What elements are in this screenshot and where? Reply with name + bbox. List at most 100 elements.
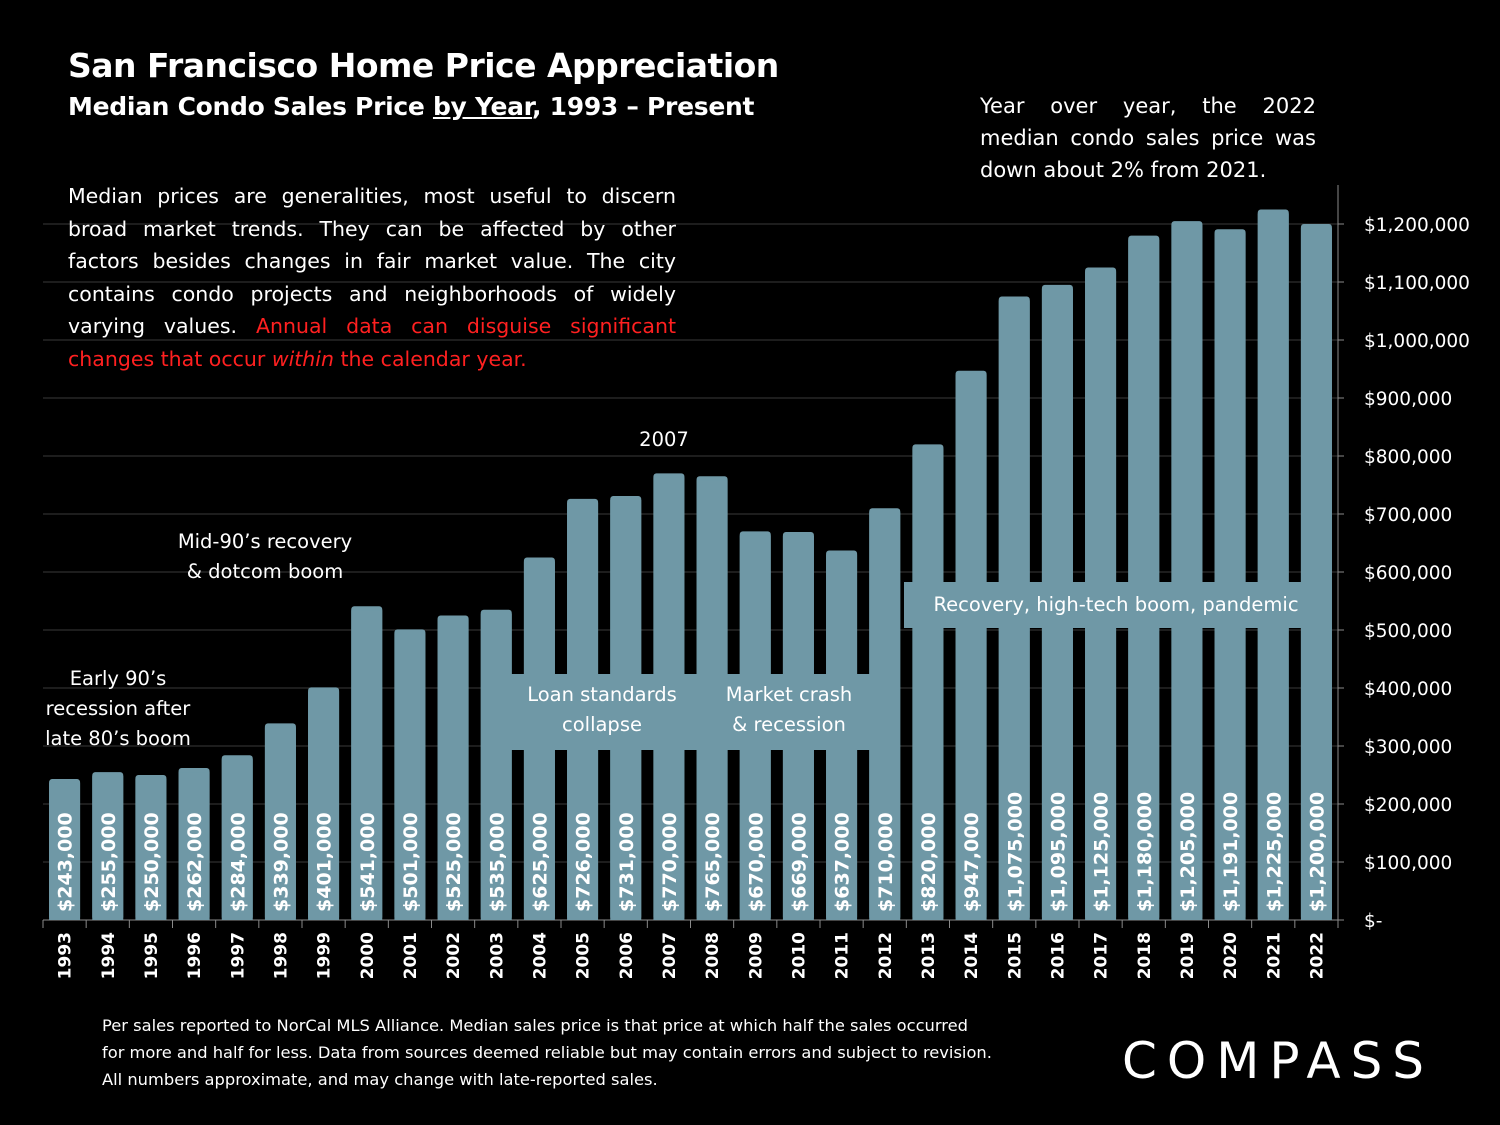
bar-body [437,619,469,920]
data-label: $541,000 [357,812,379,912]
x-tick-label: 2006 [617,932,637,979]
note-red-text: Annual data can disguise significant cha… [68,314,676,371]
note-red-after: the calendar year. [334,346,527,371]
y-tick-label: $400,000 [1364,679,1452,700]
compass-logo: COMPASS [1122,1032,1435,1090]
data-label: $1,180,000 [1134,792,1156,912]
data-label: $1,125,000 [1091,792,1113,912]
data-label: $284,000 [227,812,249,912]
x-tick-label: 1996 [185,932,205,979]
footnote: Per sales reported to NorCal MLS Allianc… [102,1016,992,1089]
bar-body [1128,239,1160,921]
data-label: $262,000 [184,812,206,912]
x-tick-label: 1999 [315,932,335,979]
data-label: $625,000 [529,812,551,912]
x-tick-label: 2010 [789,932,809,979]
annotation-market-crash: Market crash & recession [703,674,875,750]
bar-body [955,374,987,920]
x-tick-label: 2019 [1178,932,1198,979]
x-tick-label: 2000 [358,932,378,979]
data-label: $670,000 [745,812,767,912]
x-tick-label: 2014 [962,932,982,979]
bar-body [1300,228,1332,920]
x-tick-label: 2009 [746,932,766,979]
x-tick-label: 2008 [703,932,723,979]
subtitle-part: Median Condo Sales Price [68,92,433,121]
bar-body [178,772,210,920]
x-tick-label: 2013 [919,932,939,979]
x-tick-label: 2004 [530,932,550,979]
note-red-italic: within [271,346,334,371]
x-tick-label: 1993 [56,932,76,979]
note-text: Median prices are generalities, most use… [68,184,676,338]
data-label: $947,000 [961,812,983,912]
data-label: $255,000 [98,812,120,912]
y-tick-label: $1,000,000 [1364,331,1470,352]
annotation-2007: 2007 [639,428,689,451]
data-label: $250,000 [141,812,163,912]
x-tick-label: 2007 [660,932,680,979]
bar-body [1171,225,1203,921]
chart-title: San Francisco Home Price Appreciation [68,46,779,85]
x-tick-label: 1997 [228,932,248,979]
bar-body [912,448,944,920]
annotation-line: & dotcom boom [186,560,344,583]
bar-body [1214,233,1246,921]
data-label: $765,000 [702,812,724,912]
y-tick-label: $600,000 [1364,563,1452,584]
data-label: $731,000 [616,812,638,912]
x-tick-label: 2003 [487,932,507,979]
annotation-line: Loan standards [527,683,677,706]
annotation-line: Early 90’s [69,667,167,690]
subtitle-part: , 1993 – Present [532,92,755,121]
annotation-loan-standards: Loan standards collapse [506,674,698,750]
y-tick-label: $700,000 [1364,505,1452,526]
y-tick-label: $1,100,000 [1364,273,1470,294]
data-label: $401,000 [314,812,336,912]
data-label: $1,205,000 [1177,792,1199,912]
x-tick-label: 2020 [1221,932,1241,979]
data-label: $243,000 [55,812,77,912]
y-tick-label: $200,000 [1364,795,1452,816]
y-tick-label: $300,000 [1364,737,1452,758]
bar-body [351,610,383,920]
data-label: $726,000 [573,812,595,912]
y-tick-label: $100,000 [1364,853,1452,874]
annotation-line: recession after [45,697,191,720]
x-tick-label: 2002 [444,932,464,979]
annotation-recovery: Recovery, high-tech boom, pandemic [904,582,1328,628]
x-tick-label: 2012 [876,932,896,979]
data-label: $1,075,000 [1004,792,1026,912]
y-tick-label: $900,000 [1364,389,1452,410]
data-label: $1,225,000 [1263,792,1285,912]
annotation-line: & recession [732,713,846,736]
data-label: $669,000 [788,812,810,912]
x-tick-label: 2016 [1048,932,1068,979]
y-tick-label: $500,000 [1364,621,1452,642]
annotation-line: collapse [562,713,642,736]
y-tick-label: $- [1364,911,1382,932]
data-label: $710,000 [875,812,897,912]
x-tick-label: 2018 [1135,932,1155,979]
x-tick-label: 1994 [99,932,119,979]
y-tick-label: $800,000 [1364,447,1452,468]
bar-body [308,691,340,920]
bar-body [135,779,167,920]
note-red-before: Annual data can disguise significant cha… [68,314,676,371]
chart-subtitle: Median Condo Sales Price by Year, 1993 –… [68,92,754,121]
data-label: $535,000 [486,812,508,912]
annotation-line: Mid-90’s recovery [177,530,353,553]
annotation-early-90s: Early 90’s recession after late 80’s boo… [38,664,198,754]
data-label: $820,000 [918,812,940,912]
median-prices-note: Median prices are generalities, most use… [68,180,676,375]
data-label: $501,000 [400,812,422,912]
x-tick-label: 2021 [1264,932,1284,979]
bar-body [264,727,296,920]
bar-body [1257,213,1289,920]
bar-body [49,783,81,920]
x-tick-label: 2015 [1005,932,1025,979]
x-tick-label: 2022 [1307,932,1327,979]
x-tick-label: 1998 [271,932,291,979]
annotation-mid-90s: Mid-90’s recovery & dotcom boom [165,527,365,587]
bar-body [394,633,426,920]
